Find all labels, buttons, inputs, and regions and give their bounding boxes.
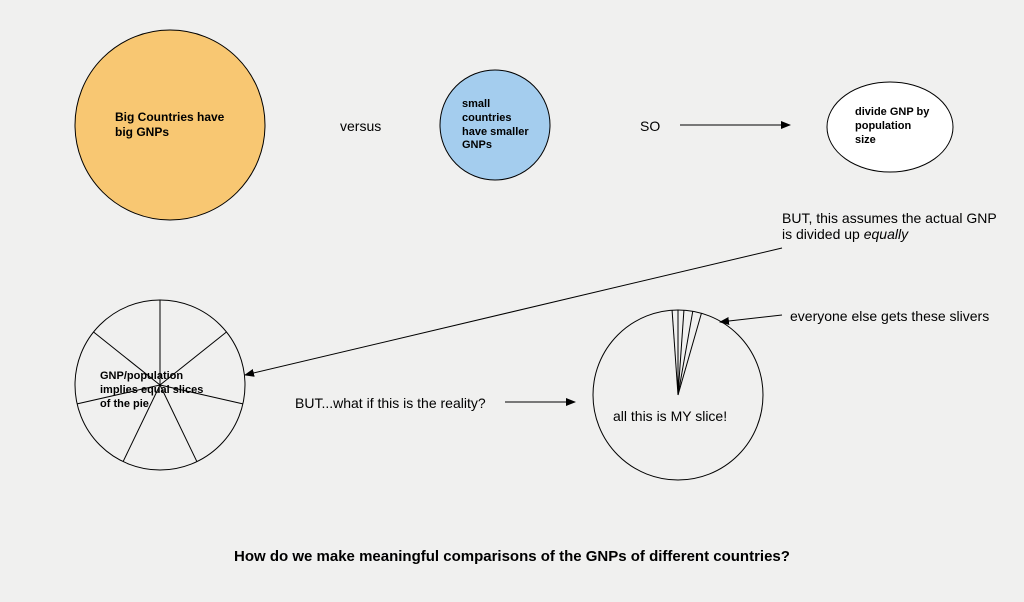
but-reality-label: BUT...what if this is the reality? <box>295 395 486 411</box>
unequal-pie-sliver-line <box>678 310 684 395</box>
but-note-line2-prefix: is divided up <box>782 226 864 242</box>
diagram-svg <box>0 0 1024 602</box>
arrow-to-equal-pie <box>245 248 782 375</box>
slivers-note: everyone else gets these slivers <box>790 308 989 324</box>
small-circle-label: small countries have smaller GNPs <box>462 98 537 153</box>
but-note-line2-em: equally <box>864 226 908 242</box>
equal-pie-label: GNP/population implies equal slices of t… <box>100 370 210 411</box>
unequal-pie-sliver-line <box>678 313 701 395</box>
big-circle-label: Big Countries have big GNPs <box>115 110 235 140</box>
my-slice-label: all this is MY slice! <box>613 408 727 424</box>
but-note-line1: BUT, this assumes the actual GNP <box>782 210 997 226</box>
diagram-caption: How do we make meaningful comparisons of… <box>0 548 1024 565</box>
arrow-slivers <box>720 315 782 322</box>
but-equally-note: BUT, this assumes the actual GNP is divi… <box>782 210 997 242</box>
unequal-pie-sliver-line <box>672 310 678 395</box>
versus-label: versus <box>340 118 381 134</box>
but-note-line2: is divided up equally <box>782 226 997 242</box>
ellipse-label: divide GNP by population size <box>855 106 935 147</box>
unequal-pie-sliver-line <box>678 311 693 395</box>
so-label: SO <box>640 118 660 134</box>
